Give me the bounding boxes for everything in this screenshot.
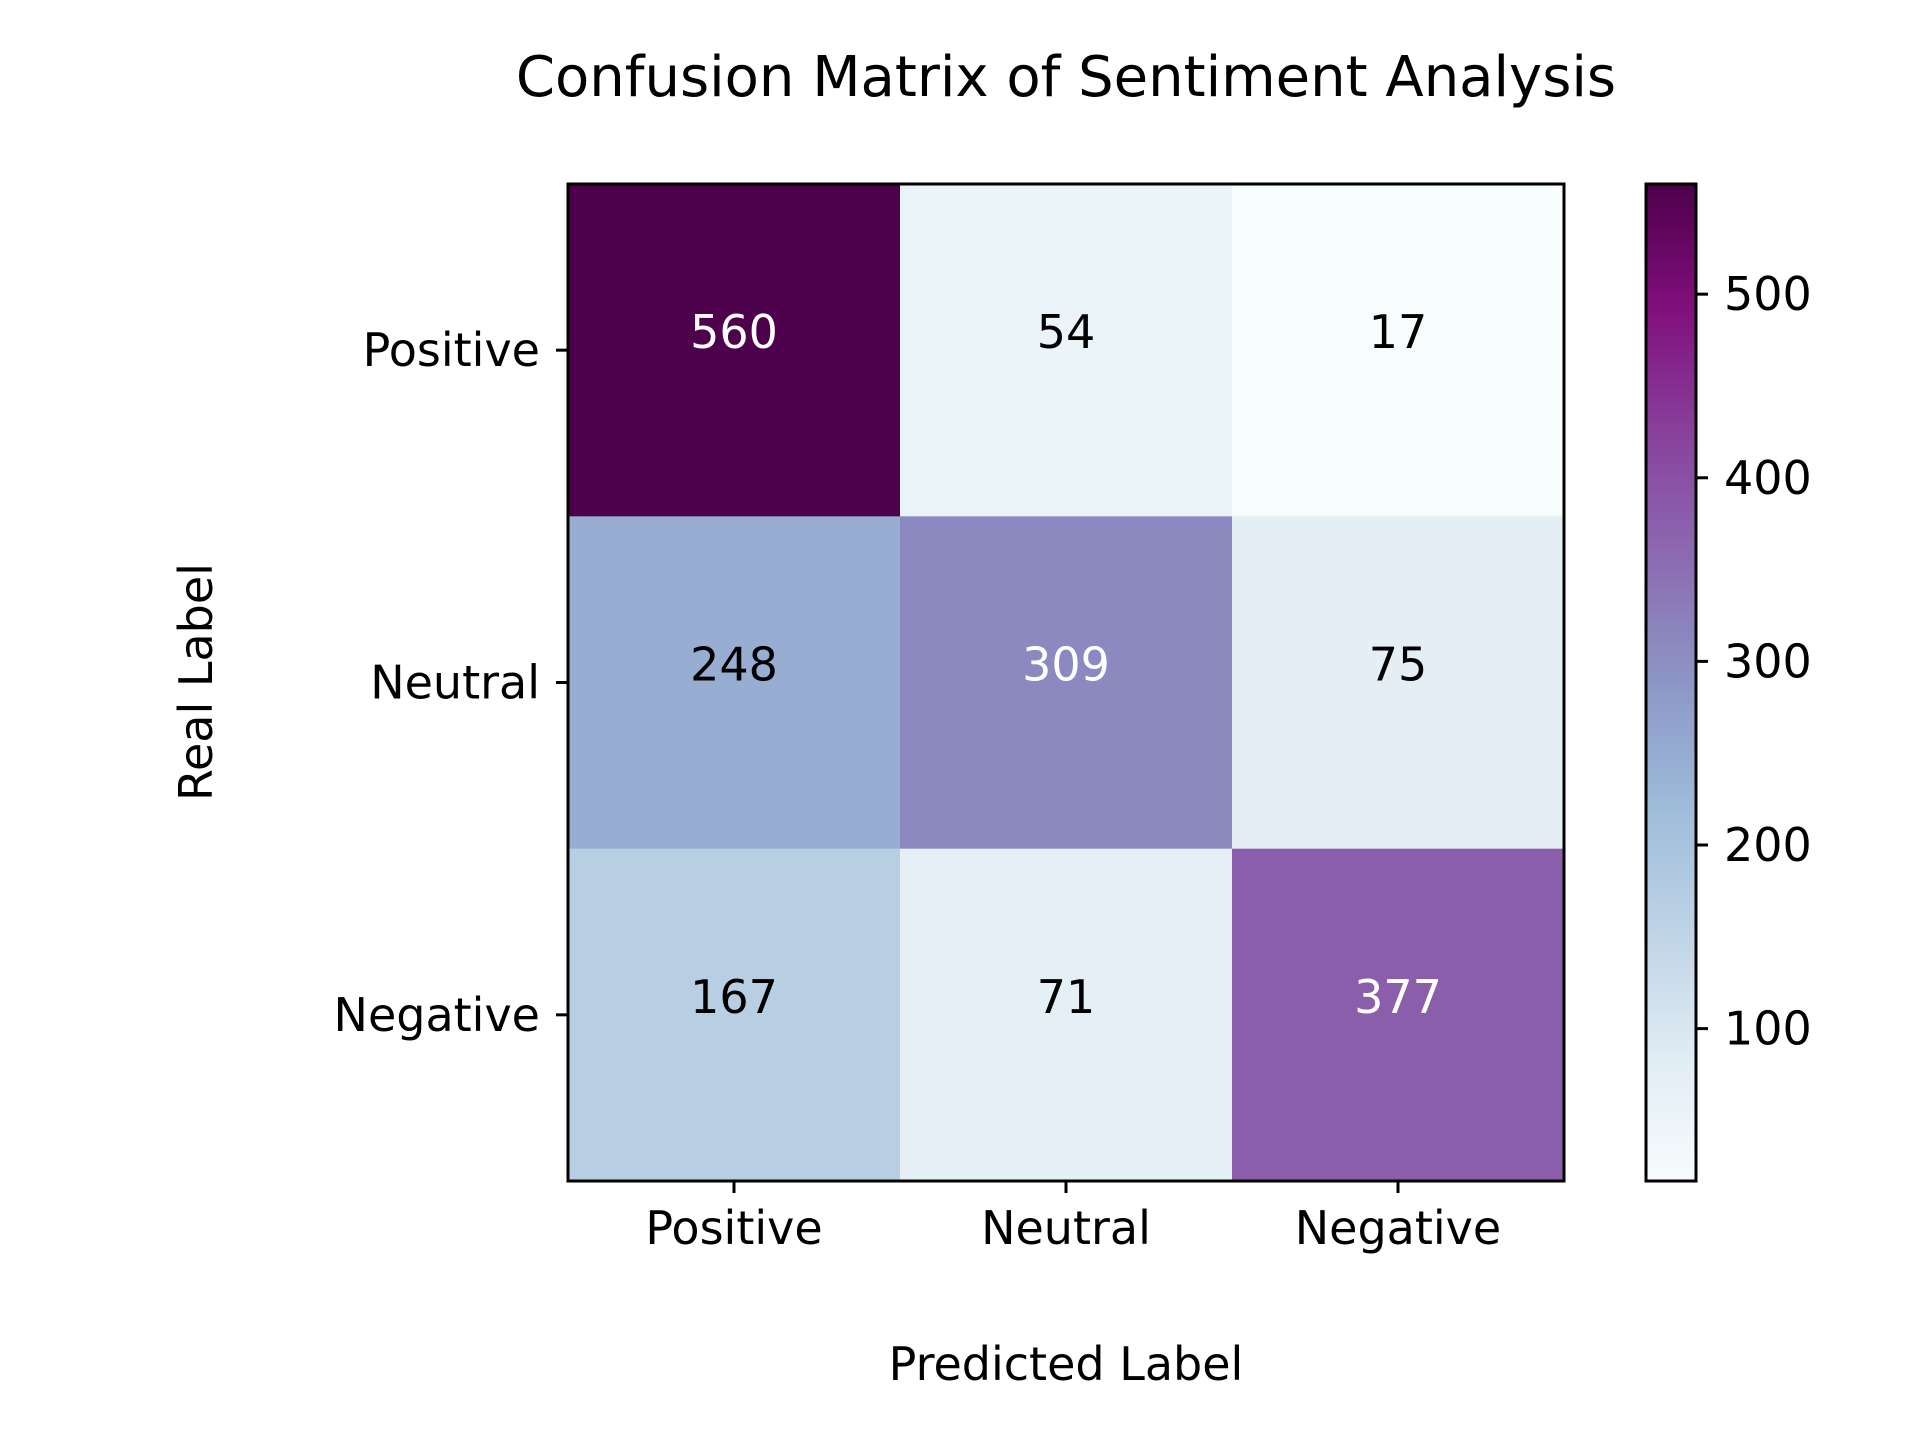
x-tick-label: Negative [1295,1201,1501,1255]
x-tick-label: Neutral [981,1201,1151,1255]
cell-value-label: 54 [1037,305,1096,359]
colorbar [1644,182,1698,1183]
colorbar-tick-label: 100 [1724,1002,1812,1056]
cell-value-label: 71 [1037,970,1096,1024]
x-axis-ticks: Positive Neutral Negative [645,1181,1501,1255]
cell-value-label: 75 [1369,638,1428,692]
cell-value-label: 560 [690,305,778,359]
heatmap-cell [900,516,1233,850]
heatmap-cell [568,848,901,1182]
heatmap-cell [568,184,901,517]
colorbar-tick-label: 300 [1724,634,1812,688]
y-tick-label: Positive [363,323,540,377]
chart-title: Confusion Matrix of Sentiment Analysis [516,45,1616,110]
colorbar-tick-label: 200 [1724,818,1812,872]
colorbar-tick-label: 500 [1724,267,1812,321]
y-tick-label: Negative [334,988,540,1042]
cell-value-labels: 560 54 17 248 309 75 167 71 377 [690,305,1442,1024]
cell-value-label: 377 [1354,970,1442,1024]
heatmap-cell [900,184,1233,517]
y-axis-label: Real Label [169,563,223,801]
cell-value-label: 309 [1022,638,1110,692]
y-axis-ticks: Positive Neutral Negative [334,323,568,1042]
heatmap-cell [1232,184,1565,517]
x-tick-label: Positive [645,1201,822,1255]
cell-value-label: 17 [1369,305,1428,359]
heatmap-cell [900,848,1233,1182]
heatmap-cell [568,516,901,850]
x-axis-label: Predicted Label [889,1337,1244,1391]
colorbar-ticks: 100 200 300 400 500 [1696,267,1812,1056]
colorbar-tick-label: 400 [1724,451,1812,505]
cell-value-label: 248 [690,638,778,692]
heatmap-cell [1232,516,1565,850]
heatmap-cells [568,184,1565,1182]
y-tick-label: Neutral [370,656,540,710]
heatmap-cell [1232,848,1565,1182]
cell-value-label: 167 [690,970,778,1024]
